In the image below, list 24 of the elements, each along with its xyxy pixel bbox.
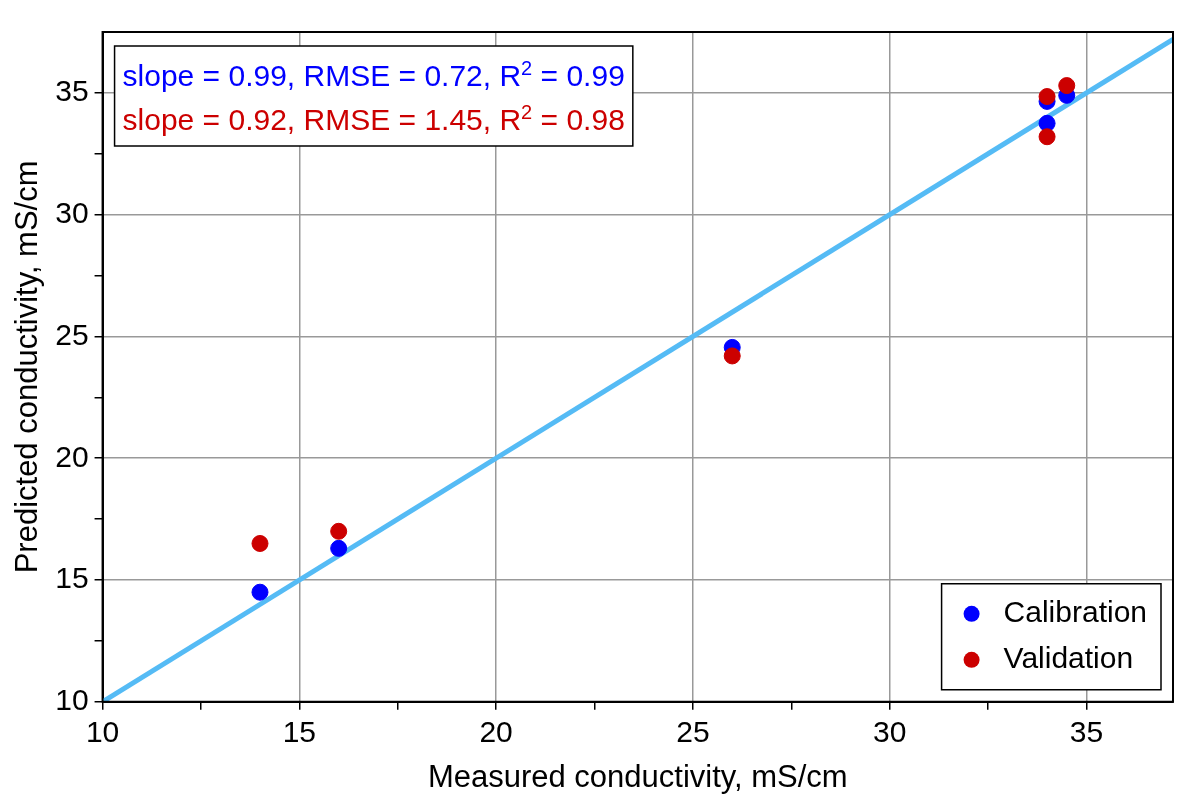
legend-label: Calibration (1003, 595, 1148, 629)
x-axis-title: Measured conductivity, mS/cm (427, 758, 848, 794)
y-axis-title: Predicted conductivity, mS/cm (9, 160, 45, 574)
legend-label: Validation (1003, 641, 1134, 675)
point (1058, 77, 1076, 95)
x-tick-label: 15 (282, 715, 317, 749)
x-tick-label: 30 (872, 715, 907, 749)
x-tick-label: 10 (85, 715, 120, 749)
y-tick-label: 20 (55, 439, 89, 473)
x-tick-label: 35 (1069, 715, 1104, 749)
y-tick-label: 30 (55, 195, 89, 229)
point (330, 539, 348, 557)
point (251, 583, 269, 601)
point (330, 522, 348, 540)
point (723, 347, 741, 365)
y-tick-label: 35 (55, 74, 89, 108)
x-tick-label: 25 (676, 715, 710, 749)
x-tick-label: 20 (479, 715, 513, 749)
y-tick-label: 25 (55, 317, 89, 351)
y-tick-label: 10 (55, 683, 89, 717)
point (1038, 128, 1056, 146)
y-tick-label: 15 (55, 561, 89, 595)
point (251, 534, 269, 552)
point (1038, 88, 1056, 106)
